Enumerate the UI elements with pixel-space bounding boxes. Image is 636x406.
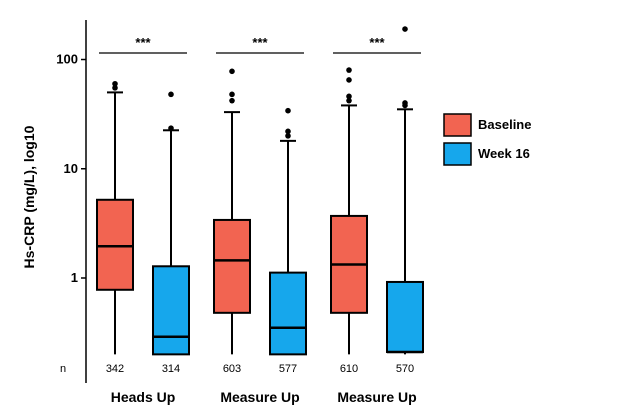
box-baseline: 342 [96,80,134,375]
y-tick-label: 1 [71,270,78,285]
group-label: Heads Up [111,389,176,405]
legend-item-baseline: Baseline [443,113,531,137]
group-2: 603 577 *** Measure Up [213,35,307,405]
y-axis-title: Hs-CRP (mg/L), log10 [21,125,37,268]
group-label: Measure Up [337,389,416,405]
legend-item-week-16: Week 16 [443,142,530,166]
legend-swatch [443,113,472,137]
legend-label: Week 16 [478,146,530,161]
n-count-label: 577 [279,363,297,375]
outlier-point [112,80,118,87]
n-count-label: 314 [162,363,180,375]
legend: Baseline Week 16 [443,113,531,166]
box-baseline: 610 [330,67,368,375]
group-3: 610 570 *** Measure Up [330,26,424,405]
box-week-16: 577 [269,107,307,375]
outlier-point [402,100,408,106]
n-count-label: 342 [106,363,124,375]
plot-area: 342 314 *** Heads Up 603 577 *** Measure Up 610 5… [96,26,424,405]
outlier-point [229,97,235,104]
n-count-label: 610 [340,363,358,375]
outlier-point [285,133,291,139]
outlier-point [168,91,174,98]
significance-label: *** [369,35,385,50]
group-label: Measure Up [220,389,299,405]
outlier-point [168,125,174,132]
group-1: 342 314 *** Heads Up [96,35,190,405]
outlier-point [285,107,291,114]
n-row-label: n [60,363,66,375]
box-iqr [152,265,190,356]
y-axis: 1 10 100 [56,20,87,383]
outlier-point [346,93,352,100]
box-week-16: 570 [386,26,424,375]
outlier-point [346,97,352,104]
legend-label: Baseline [478,117,531,132]
box-iqr [96,198,134,291]
outlier-point [229,91,235,98]
y-tick-label: 100 [56,52,78,67]
outlier-point [346,67,352,73]
outlier-point [346,77,352,83]
legend-swatch [443,142,472,166]
n-count-label: 570 [396,363,414,375]
box-iqr [269,271,307,356]
box-baseline: 603 [213,68,251,375]
outlier-point [285,128,291,135]
outlier-point [402,26,408,32]
outlier-point [229,68,235,75]
outlier-point [112,85,118,91]
significance-label: *** [135,35,151,50]
box-iqr [386,280,424,354]
y-tick-label: 10 [64,161,78,176]
significance-label: *** [252,35,268,50]
n-count-label: 603 [223,363,241,375]
box-iqr [213,218,251,314]
box-week-16: 314 [152,91,190,375]
